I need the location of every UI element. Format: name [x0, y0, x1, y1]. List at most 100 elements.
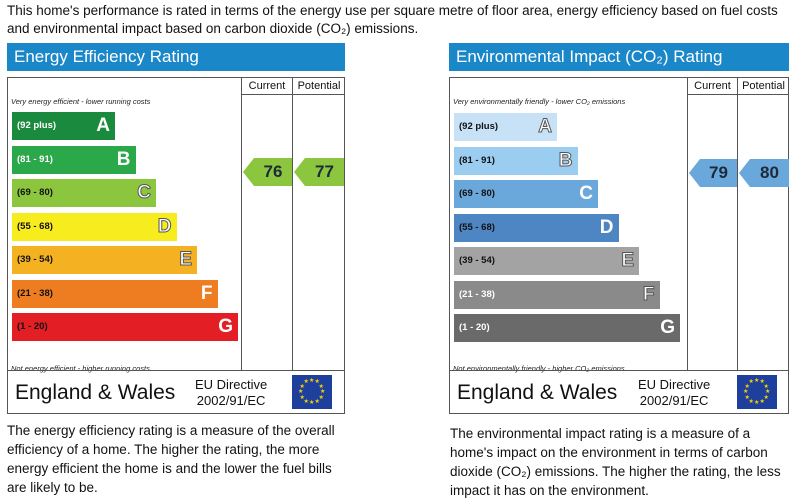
band-range-label: (81 - 91): [459, 154, 495, 166]
rating-band-a: (92 plus) A: [12, 112, 115, 140]
eu-flag-icon: ★ ★ ★ ★ ★ ★ ★ ★ ★ ★ ★ ★: [292, 375, 332, 409]
bottom-note: Not energy efficient - higher running co…: [11, 364, 150, 373]
band-letter: G: [218, 316, 233, 337]
band-letter: C: [137, 182, 152, 204]
flag-star-icon: ★: [309, 400, 315, 406]
band-letter: A: [538, 116, 553, 138]
energy-efficiency-chart: Energy Efficiency Rating Current Potenti…: [7, 43, 345, 414]
directive-code: 2002/91/EC: [639, 393, 709, 408]
rating-band-b: (81 - 91) B: [12, 145, 136, 174]
rating-band-d: (55 - 68) D: [454, 213, 619, 242]
band-letter: F: [642, 283, 655, 305]
flag-star-icon: ★: [754, 378, 760, 384]
column-divider: [687, 95, 688, 371]
current-rating-arrow: 79: [689, 159, 737, 187]
chart-title: Environmental Impact (CO₂) Rating: [449, 43, 789, 71]
chart-box: Current Potential Very energy efficient …: [7, 77, 345, 414]
energy-efficiency-description: The energy efficiency rating is a measur…: [7, 423, 335, 495]
bottom-note: Not environmentally friendly - higher CO…: [453, 364, 625, 373]
band-range-label: (21 - 38): [459, 288, 495, 300]
band-letter: A: [96, 115, 110, 136]
region-label: England & Wales: [15, 381, 176, 404]
flag-star-icon: ★: [314, 379, 320, 386]
environmental-impact-description: The environmental impact rating is a mea…: [450, 426, 781, 498]
column-divider: [737, 95, 738, 371]
band-letter: D: [157, 215, 172, 237]
band-letter: B: [558, 149, 573, 171]
region-label: England & Wales: [457, 381, 618, 404]
flag-star-icon: ★: [743, 389, 749, 395]
band-letter: E: [621, 250, 635, 272]
chart-title: Energy Efficiency Rating: [7, 43, 345, 71]
flag-star-icon: ★: [314, 398, 320, 405]
rating-band-d: (55 - 68) D: [12, 212, 177, 241]
flag-star-icon: ★: [303, 379, 309, 386]
top-note: Very energy efficient - lower running co…: [11, 97, 151, 106]
band-letter: C: [579, 183, 593, 204]
flag-star-icon: ★: [303, 398, 309, 405]
directive-name: EU Directive: [638, 377, 711, 392]
band-range-label: (1 - 20): [17, 321, 48, 332]
potential-column-header: Potential: [737, 78, 789, 95]
flag-star-icon: ★: [754, 400, 760, 406]
flag-star-icon: ★: [298, 389, 304, 395]
flag-star-icon: ★: [744, 394, 750, 401]
current-column-header: Current: [687, 78, 737, 95]
flag-star-icon: ★: [309, 378, 315, 384]
rating-band-b: (81 - 91) B: [454, 146, 578, 175]
band-range-label: (55 - 68): [459, 221, 495, 233]
flag-star-icon: ★: [763, 394, 769, 401]
rating-band-c: (69 - 80) C: [12, 179, 156, 207]
current-column-header: Current: [241, 78, 292, 95]
flag-star-icon: ★: [765, 389, 771, 395]
band-range-label: (1 - 20): [459, 322, 490, 333]
chart-box: Current Potential Very environmentally f…: [449, 77, 789, 414]
band-range-label: (69 - 80): [17, 187, 53, 198]
band-range-label: (21 - 38): [17, 287, 53, 299]
directive-name: EU Directive: [195, 377, 268, 392]
band-range-label: (81 - 91): [17, 153, 53, 165]
eu-flag-icon: ★ ★ ★ ★ ★ ★ ★ ★ ★ ★ ★ ★: [737, 375, 777, 409]
column-divider: [241, 95, 242, 371]
potential-column-header: Potential: [292, 78, 345, 95]
band-range-label: (55 - 68): [17, 220, 53, 232]
band-letter: E: [179, 249, 193, 271]
flag-star-icon: ★: [318, 383, 324, 390]
environmental-impact-chart: Environmental Impact (CO₂) Rating Curren…: [449, 43, 789, 414]
column-divider: [292, 95, 293, 371]
band-letter: G: [660, 317, 675, 338]
rating-band-c: (69 - 80) C: [454, 180, 598, 208]
directive-label: EU Directive 2002/91/EC: [195, 377, 267, 409]
flag-star-icon: ★: [748, 398, 754, 405]
flag-star-icon: ★: [748, 379, 754, 386]
band-range-label: (39 - 54): [17, 254, 53, 265]
rating-band-g: (1 - 20) G: [454, 314, 680, 342]
flag-star-icon: ★: [299, 383, 305, 390]
band-range-label: (69 - 80): [459, 188, 495, 199]
rating-band-f: (21 - 38) F: [12, 279, 218, 308]
current-rating-arrow: 76: [243, 158, 292, 186]
flag-star-icon: ★: [299, 394, 305, 401]
flag-star-icon: ★: [744, 383, 750, 390]
footer-divider: [450, 370, 788, 371]
directive-code: 2002/91/EC: [196, 393, 266, 408]
band-range-label: (92 plus): [17, 120, 57, 131]
rating-band-g: (1 - 20) G: [12, 313, 238, 341]
potential-rating-arrow: 77: [294, 158, 344, 186]
band-letter: F: [200, 282, 213, 304]
flag-star-icon: ★: [763, 383, 769, 390]
band-range-label: (39 - 54): [459, 255, 495, 266]
flag-star-icon: ★: [318, 394, 324, 401]
directive-label: EU Directive 2002/91/EC: [638, 377, 710, 409]
rating-band-e: (39 - 54) E: [12, 246, 197, 274]
potential-rating-arrow: 80: [739, 159, 789, 187]
flag-star-icon: ★: [759, 379, 765, 386]
flag-star-icon: ★: [759, 398, 765, 405]
flag-star-icon: ★: [320, 389, 326, 395]
rating-band-e: (39 - 54) E: [454, 247, 639, 275]
intro-text: This home's performance is rated in term…: [7, 3, 778, 36]
band-letter: D: [599, 216, 614, 238]
footer-divider: [8, 370, 344, 371]
rating-band-a: (92 plus) A: [454, 113, 557, 141]
band-letter: B: [116, 148, 131, 170]
